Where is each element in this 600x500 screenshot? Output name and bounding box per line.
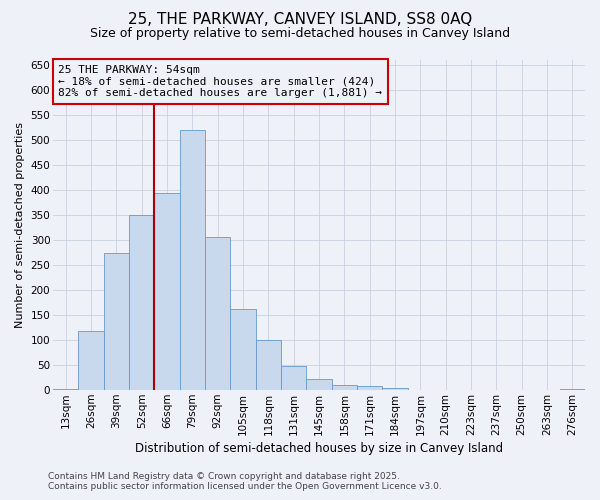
Bar <box>307 378 332 390</box>
X-axis label: Distribution of semi-detached houses by size in Canvey Island: Distribution of semi-detached houses by … <box>135 442 503 455</box>
Text: 25 THE PARKWAY: 54sqm
← 18% of semi-detached houses are smaller (424)
82% of sem: 25 THE PARKWAY: 54sqm ← 18% of semi-deta… <box>58 65 382 98</box>
Bar <box>230 308 256 390</box>
Text: Contains HM Land Registry data © Crown copyright and database right 2025.
Contai: Contains HM Land Registry data © Crown c… <box>48 472 442 491</box>
Bar <box>560 389 585 390</box>
Bar <box>154 192 180 390</box>
Bar <box>256 340 281 390</box>
Bar <box>281 366 307 390</box>
Bar <box>104 252 129 390</box>
Text: 25, THE PARKWAY, CANVEY ISLAND, SS8 0AQ: 25, THE PARKWAY, CANVEY ISLAND, SS8 0AQ <box>128 12 472 28</box>
Text: Size of property relative to semi-detached houses in Canvey Island: Size of property relative to semi-detach… <box>90 28 510 40</box>
Bar <box>332 385 357 390</box>
Y-axis label: Number of semi-detached properties: Number of semi-detached properties <box>15 122 25 328</box>
Bar <box>180 130 205 390</box>
Bar <box>129 215 154 390</box>
Bar <box>382 388 407 390</box>
Bar <box>79 330 104 390</box>
Bar <box>53 388 79 390</box>
Bar <box>205 236 230 390</box>
Bar <box>357 386 382 390</box>
